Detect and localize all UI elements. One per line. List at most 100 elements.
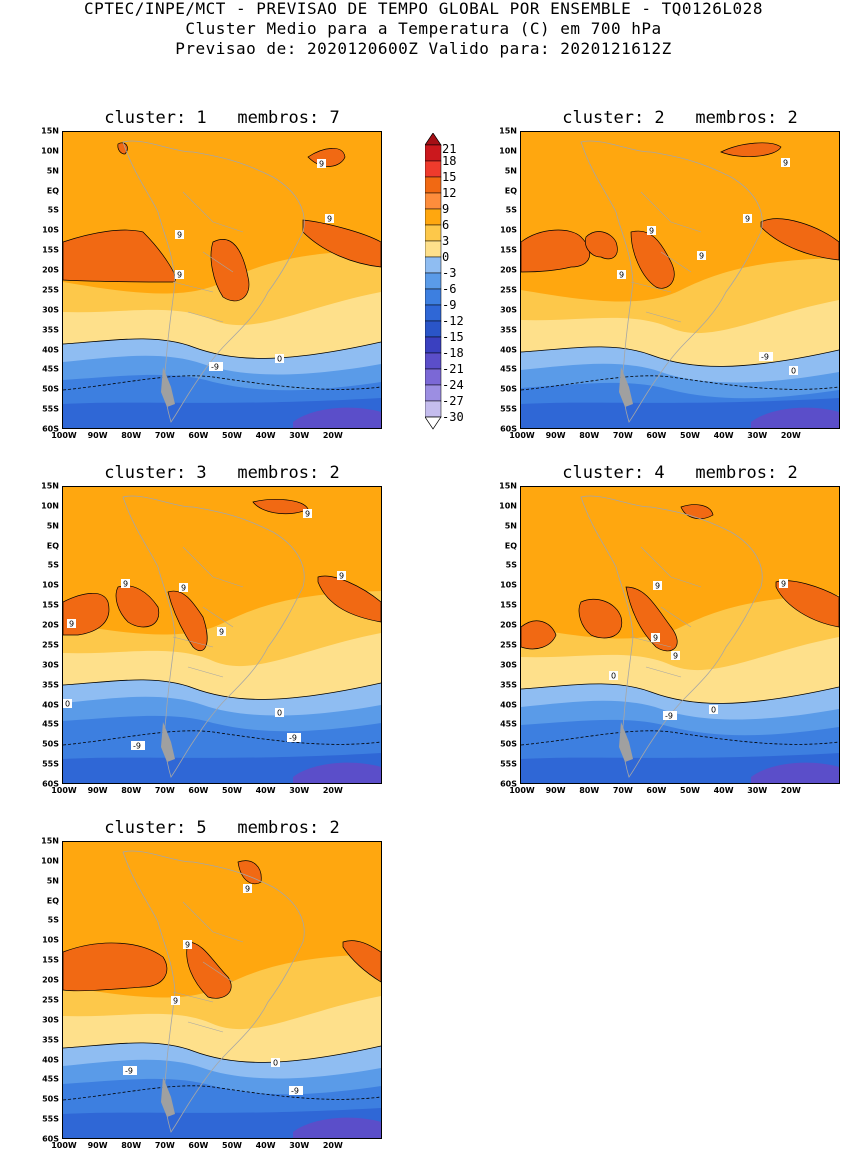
colorbar-label: 15 [442,170,457,184]
map-canvas: 9 9 9 0 -9 -9 [63,842,381,1138]
contour-minus9 [521,730,839,746]
contour-label: 0 [609,671,618,681]
contour-zero [521,683,839,704]
contour-zero [63,679,381,700]
lat-tick-label: 15S [42,955,59,965]
contour-label: 9 [697,251,706,261]
lon-tick-label: 40W [255,1141,276,1150]
contour-label-bg [67,619,76,628]
lat-tick-label: 15N [41,481,59,491]
band-9-12 [521,620,557,650]
lon-tick-label: 20W [322,786,343,795]
lon-tick-label: 80W [121,786,142,795]
contour-label: 0 [275,354,284,364]
contour-label-bg [709,705,718,714]
lon-tick-label: 80W [121,1141,142,1150]
contour-minus9 [63,730,381,746]
lat-tick-label: 10N [41,856,59,866]
contour-label: -9 [131,741,145,751]
contour-label-text: 9 [173,997,178,1006]
colorbar-segment [424,352,442,370]
lon-tick-label: 20W [780,431,801,440]
lat-tick-label: 15S [500,600,517,610]
country-borders [172,901,244,1033]
colorbar-segment [424,288,442,306]
contour-zero [521,346,839,367]
header-line-3: Previsao de: 2020120600Z Valido para: 20… [175,39,672,58]
patagonia-landmass [161,722,175,762]
lat-tick-label: 15N [41,126,59,136]
lon-tick-label: 70W [612,431,633,440]
contour-label-bg [781,158,790,167]
contour-label: 0 [789,366,798,376]
band-neg15-neg12 [293,1117,381,1138]
map-canvas: 9 9 9 9 0 0 -9 [521,487,839,783]
contour-label-text: 9 [181,584,186,593]
colorbar-label: 3 [442,234,450,248]
lat-tick-label: 15N [499,481,517,491]
patagonia-landmass [619,367,633,407]
lat-tick-label: 45S [500,719,517,729]
lat-tick-label: 20S [42,975,59,985]
contour-label: 9 [175,230,184,240]
contour-label-text: 9 [655,582,660,591]
contour-label-bg [647,226,656,235]
band-9-12 [775,580,839,628]
contour-label-text: 9 [653,634,658,643]
contour-label-bg [303,509,312,518]
colorbar-segment [424,256,442,274]
lat-tick-label: 20S [42,620,59,630]
lat-tick-label: 50S [500,384,517,394]
lat-tick-label: 60S [42,424,59,434]
lon-tick-label: 40W [255,786,276,795]
temperature-map: 9 9 9 9 9 9 0 0 -9 -9 [62,486,382,784]
lat-tick-label: 15S [42,600,59,610]
lat-tick-label: 40S [42,345,59,355]
colorbar-label: -30 [442,410,464,424]
contour-label-text: -9 [133,742,141,751]
contour-label-text: -9 [761,353,769,362]
band-9-12 [585,231,618,260]
lat-tick-label: 50S [42,1094,59,1104]
lon-tick-label: 60W [188,786,209,795]
colorbar-top-arrow [424,132,442,146]
lon-tick-label: 30W [289,786,310,795]
contour-label-bg [663,711,677,720]
contour-label-bg [317,159,326,168]
lat-tick-label: 35S [500,680,517,690]
lat-tick-label: 5S [47,205,59,215]
lon-tick-label: 40W [713,431,734,440]
lon-tick-label: 50W [222,431,242,440]
contour-label-text: 0 [277,355,282,364]
contour-label-text: 9 [339,572,344,581]
contour-label-text: 9 [219,628,224,637]
lat-tick-label: 20S [500,620,517,630]
band-9-12 [521,229,591,273]
contour-label-bg [123,1066,137,1075]
contour-label-text: -9 [289,734,297,743]
lat-tick-label: 60S [500,424,517,434]
colorbar-segment [424,144,442,162]
band-9-12 [63,229,176,283]
contour-label-text: -9 [665,712,673,721]
contour-label-text: 9 [185,941,190,950]
colorbar-segment [424,272,442,290]
colorbar-segment [424,384,442,402]
contour-label: 9 [303,509,312,519]
lat-tick-label: 15S [42,245,59,255]
lon-tick-label: 50W [222,786,242,795]
lon-tick-label: 40W [713,786,734,795]
colorbar-label: 6 [442,218,450,232]
lat-tick-label: 10S [500,225,517,235]
lon-tick-label: 50W [222,1141,242,1150]
south-america-outline [122,140,305,423]
lat-tick-label: 35S [42,1035,59,1045]
lon-tick-label: 80W [579,786,600,795]
band-9-12 [342,940,381,983]
lat-tick-label: 55S [42,759,59,769]
contour-label: 9 [179,583,188,593]
lon-tick-label: 100W [509,431,535,440]
patagonia-landmass [619,722,633,762]
lon-tick-label: 100W [509,786,535,795]
contour-label: 9 [121,579,130,589]
